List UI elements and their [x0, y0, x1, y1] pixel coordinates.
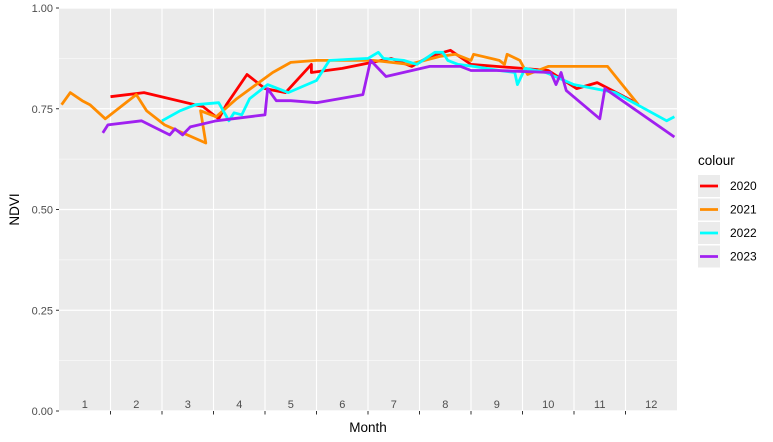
series-lines [60, 48, 676, 145]
month-label: 5 [288, 399, 294, 411]
x-axis-title: Month [349, 420, 387, 435]
month-label: 3 [185, 399, 191, 411]
month-label: 1 [82, 399, 88, 411]
month-label: 2 [133, 399, 139, 411]
series-line-2023 [101, 59, 676, 139]
month-label: 6 [339, 399, 345, 411]
y-tick-label: 0.75 [32, 104, 53, 116]
legend: colour 2020 2021 2022 2023 [698, 153, 757, 268]
y-tick-label: 0.50 [32, 205, 53, 217]
legend-label-2022: 2022 [730, 226, 757, 240]
month-label: 9 [494, 399, 500, 411]
y-tick-label: 1.00 [32, 3, 53, 15]
legend-label-2023: 2023 [730, 250, 757, 264]
month-labels: 1 2 3 4 5 6 7 8 9 10 11 12 [82, 399, 658, 411]
month-label: 10 [542, 399, 554, 411]
y-axis-title: NDVI [7, 193, 22, 225]
series-line-2022 [161, 50, 676, 123]
y-tick-label: 0.25 [32, 305, 53, 317]
y-tick-label: 0.00 [32, 406, 53, 418]
legend-label-2020: 2020 [730, 179, 757, 193]
month-label: 4 [236, 399, 242, 411]
y-axis: 0.00 0.25 0.50 0.75 1.00 [32, 3, 59, 418]
x-axis [110, 411, 626, 415]
month-label: 12 [645, 399, 657, 411]
legend-label-2021: 2021 [730, 203, 757, 217]
legend-title: colour [698, 153, 735, 168]
month-label: 11 [594, 399, 605, 411]
month-label: 7 [391, 399, 397, 411]
month-label: 8 [442, 399, 448, 411]
